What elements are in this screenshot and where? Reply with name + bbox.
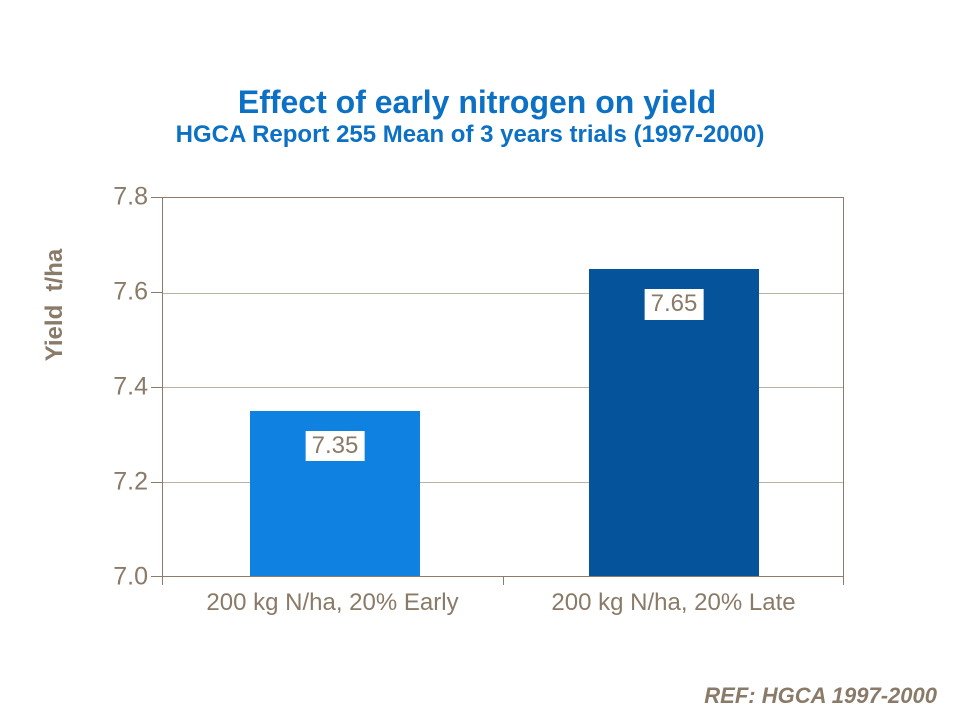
plot-area: 7.35 7.65 (162, 197, 844, 577)
x-category-label: 200 kg N/ha, 20% Late (551, 589, 796, 616)
y-tick-mark (151, 197, 162, 198)
x-category-label: 200 kg N/ha, 20% Early (206, 589, 459, 616)
bar: 7.35 (250, 410, 420, 576)
y-tick-label: 7.8 (113, 182, 148, 211)
y-tick-label: 7.2 (113, 467, 148, 496)
chart-subtitle: HGCA Report 255 Mean of 3 years trials (… (175, 121, 765, 148)
y-tick-mark (151, 482, 162, 483)
x-tick-mark (503, 577, 504, 585)
bar-value-label: 7.65 (644, 288, 704, 320)
y-tick-mark (151, 292, 162, 293)
y-tick-label: 7.0 (113, 562, 148, 591)
y-axis-title: Yield t/ha (41, 248, 68, 362)
chart-title: Effect of early nitrogen on yield (237, 84, 717, 120)
reference-note: REF: HGCA 1997-2000 (704, 683, 937, 708)
gridline (163, 481, 843, 483)
x-tick-mark (843, 577, 844, 585)
gridline (163, 387, 843, 388)
y-tick-label: 7.6 (113, 277, 148, 306)
bar-value-label: 7.35 (305, 430, 365, 462)
x-tick-mark (162, 577, 163, 585)
y-tick-mark (151, 576, 162, 577)
gridline (163, 292, 843, 294)
y-tick-label: 7.4 (113, 372, 148, 401)
y-tick-mark (151, 387, 162, 388)
bar: 7.65 (589, 268, 759, 576)
